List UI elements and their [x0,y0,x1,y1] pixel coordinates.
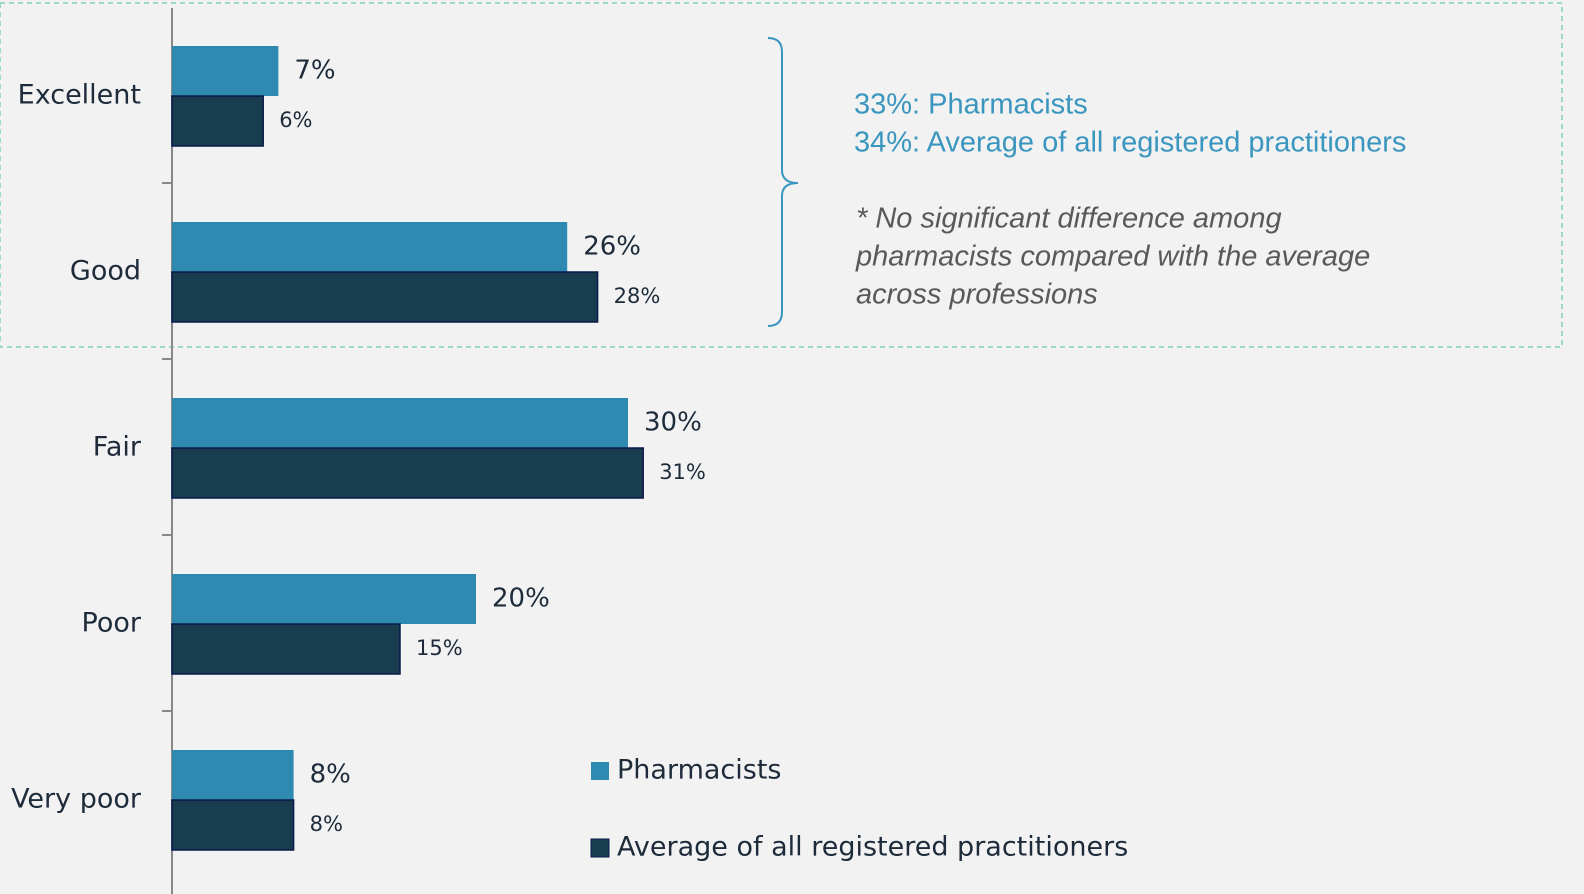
bar [172,222,568,272]
bar [171,623,401,675]
summary-text: 33%: Pharmacists [854,89,1088,121]
bar [171,271,599,323]
legend-label: Average of all registered practitioners [617,832,1128,863]
bar [171,447,644,499]
note-text: across professions [856,279,1098,311]
category-label: Excellent [18,80,141,111]
bracket [767,37,799,327]
highlight-box [0,2,1563,348]
legend-label: Pharmacists [617,755,781,786]
legend-swatch [591,762,609,780]
data-label: 26% [583,232,641,262]
bar [171,95,264,147]
category-label: Good [70,256,141,287]
category-label: Very poor [11,784,142,815]
bar [172,750,294,800]
category-label: Fair [93,432,142,463]
bar [172,46,279,96]
note-text: * No significant difference among [856,203,1282,235]
summary-text: 34%: Average of all registered practitio… [854,127,1406,159]
legend-swatch [590,838,610,858]
bar [172,398,628,448]
data-label: 31% [659,460,706,484]
data-label: 7% [294,56,335,86]
data-label: 8% [310,760,351,790]
data-label: 20% [492,584,550,614]
data-label: 8% [310,812,343,836]
category-label: Poor [82,608,142,639]
data-label: 30% [644,408,702,438]
bar [171,799,295,851]
data-label: 15% [416,636,463,660]
note-text: pharmacists compared with the average [855,241,1370,273]
data-label: 6% [279,108,312,132]
data-label: 28% [614,284,661,308]
bar [172,574,476,624]
